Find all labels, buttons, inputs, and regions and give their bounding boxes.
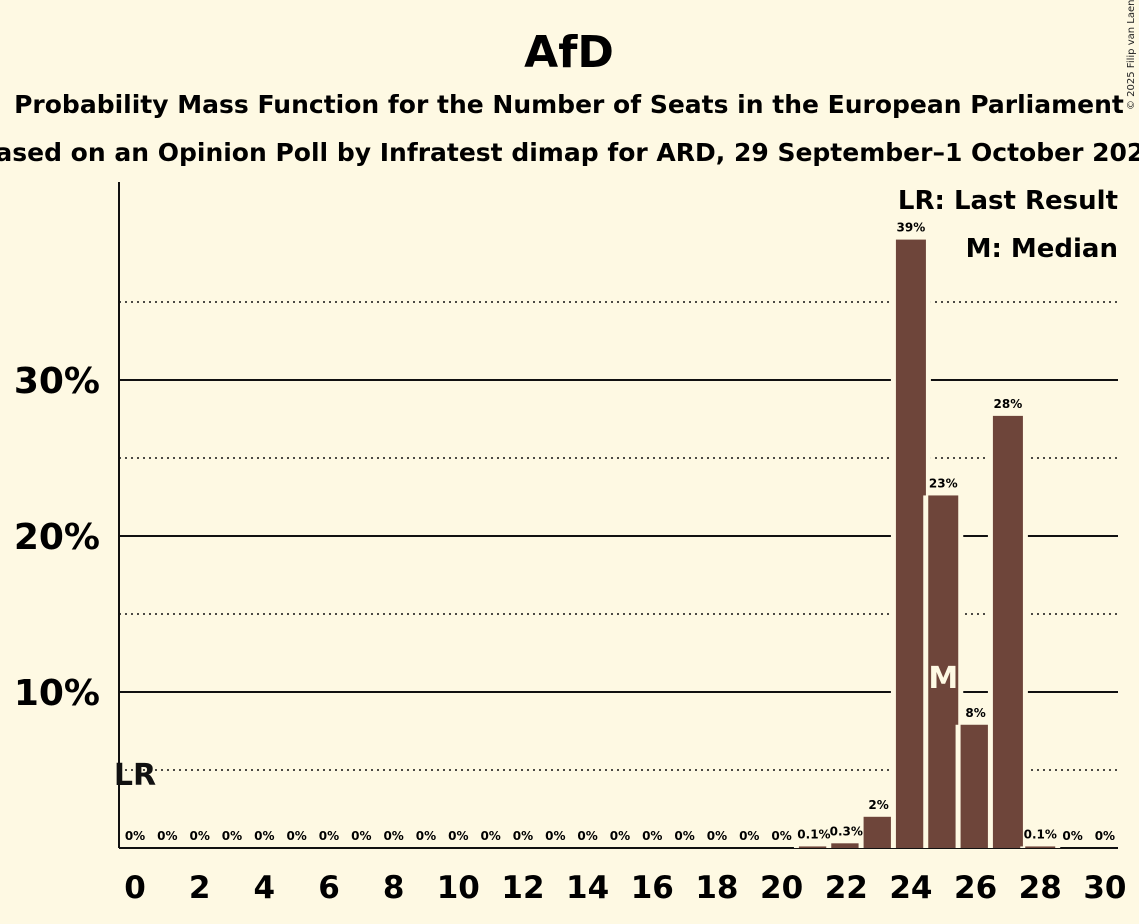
last-result-marker: LR [114,758,156,793]
bar-seat-23 [863,816,894,848]
legend-median: M: Median [966,234,1118,264]
y-tick-label: 30% [14,361,100,402]
data-label-seat-2: 0% [189,829,209,843]
bar-seat-25 [928,495,959,848]
data-label-seat-20: 0% [771,829,791,843]
x-tick-label: 6 [318,870,340,906]
data-label-seat-28: 0.1% [1024,827,1057,841]
bar-seat-21 [798,846,829,848]
data-label-seat-7: 0% [351,829,371,843]
x-tick-label: 20 [760,870,803,906]
bar-seat-28 [1025,846,1056,848]
data-label-seat-8: 0% [383,829,403,843]
bar-seat-26 [960,724,991,848]
data-label-seat-5: 0% [286,829,306,843]
data-label-seat-3: 0% [222,829,242,843]
data-label-seat-12: 0% [513,829,533,843]
x-tick-label: 0 [124,870,146,906]
bar-seat-22 [831,843,862,848]
data-label-seat-27: 28% [994,397,1023,411]
x-tick-label: 16 [631,870,674,906]
median-marker: M [928,661,958,696]
y-axis-ticks: 10% 20% 30% [14,361,100,714]
data-label-seat-4: 0% [254,829,274,843]
x-tick-label: 26 [954,870,997,906]
x-tick-label: 18 [695,870,738,906]
data-label-seat-26: 8% [965,706,985,720]
data-label-seat-23: 2% [868,798,888,812]
bar-seat-27 [992,415,1023,848]
data-labels: 0% 0% 0% 0% 0% 0% 0% 0% 0% 0% 0% 0% 0% 0% 0% 0% 0% 0% 0% 0%… [125,221,1115,843]
data-label-seat-0: 0% [125,829,145,843]
x-tick-label: 4 [254,870,276,906]
data-label-seat-14: 0% [577,829,597,843]
data-label-seat-15: 0% [610,829,630,843]
data-label-seat-17: 0% [674,829,694,843]
data-label-seat-25: 23% [929,476,958,490]
x-tick-label: 2 [189,870,211,906]
data-label-seat-13: 0% [545,829,565,843]
data-label-seat-30: 0% [1095,829,1115,843]
chart-subtitle-line-1: Probability Mass Function for the Number… [14,90,1124,119]
data-label-seat-10: 0% [448,829,468,843]
x-tick-label: 28 [1019,870,1062,906]
data-label-seat-24: 39% [897,221,926,235]
chart-title: AfD [524,27,614,78]
data-label-seat-6: 0% [319,829,339,843]
markers: LR M [114,661,958,793]
data-label-seat-16: 0% [642,829,662,843]
x-tick-label: 12 [501,870,544,906]
x-tick-label: 22 [825,870,868,906]
data-label-seat-22: 0.3% [830,824,863,838]
y-tick-label: 20% [14,517,100,558]
data-label-seat-18: 0% [707,829,727,843]
x-tick-label: 8 [383,870,405,906]
copyright-notice: © 2025 Filip van Laenen [1126,0,1137,110]
legend-last-result: LR: Last Result [898,186,1118,216]
x-tick-label: 10 [437,870,480,906]
bar-seat-24 [895,239,926,849]
data-label-seat-9: 0% [416,829,436,843]
data-label-seat-29: 0% [1062,829,1082,843]
data-label-seat-11: 0% [480,829,500,843]
x-tick-label: 30 [1083,870,1126,906]
data-label-seat-1: 0% [157,829,177,843]
x-tick-label: 14 [566,870,609,906]
chart-subtitle-line-2: Based on an Opinion Poll by Infratest di… [0,138,1139,167]
bars [793,239,1061,849]
data-label-seat-21: 0.1% [797,827,830,841]
data-label-seat-19: 0% [739,829,759,843]
x-axis-ticks: 0 2 4 6 8 10 12 14 16 18 20 22 24 26 28 30 [124,870,1126,906]
y-tick-label: 10% [14,673,100,714]
x-tick-label: 24 [889,870,932,906]
